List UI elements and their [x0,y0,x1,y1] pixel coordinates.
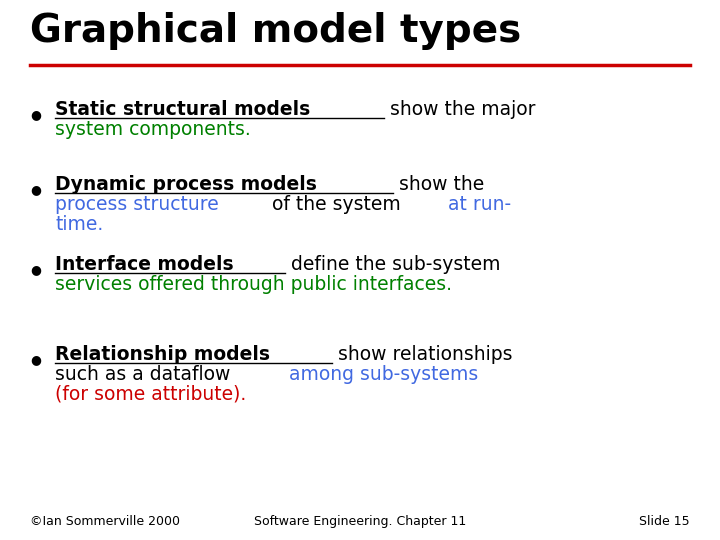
Text: Slide 15: Slide 15 [639,515,690,528]
Text: time.: time. [55,215,103,234]
Text: ●: ● [30,183,41,196]
Text: services offered through public interfaces.: services offered through public interfac… [55,275,452,294]
Text: at run-: at run- [448,195,511,214]
Text: (for some attribute).: (for some attribute). [55,385,246,404]
Text: ●: ● [30,108,41,121]
Text: Interface models: Interface models [55,255,233,274]
Text: Dynamic process models: Dynamic process models [55,175,317,194]
Text: Relationship models: Relationship models [55,345,270,364]
Text: show the: show the [393,175,484,194]
Text: ●: ● [30,353,41,366]
Text: Graphical model types: Graphical model types [30,12,521,50]
Text: such as a dataflow: such as a dataflow [55,365,236,384]
Text: ©Ian Sommerville 2000: ©Ian Sommerville 2000 [30,515,180,528]
Text: show the major: show the major [384,100,536,119]
Text: system components.: system components. [55,120,251,139]
Text: Software Engineering. Chapter 11: Software Engineering. Chapter 11 [254,515,466,528]
Text: among sub-systems: among sub-systems [289,365,478,384]
Text: Static structural models: Static structural models [55,100,310,119]
Text: ●: ● [30,263,41,276]
Text: of the system: of the system [266,195,407,214]
Text: define the sub-system: define the sub-system [286,255,501,274]
Text: show relationships: show relationships [333,345,513,364]
Text: process structure: process structure [55,195,219,214]
